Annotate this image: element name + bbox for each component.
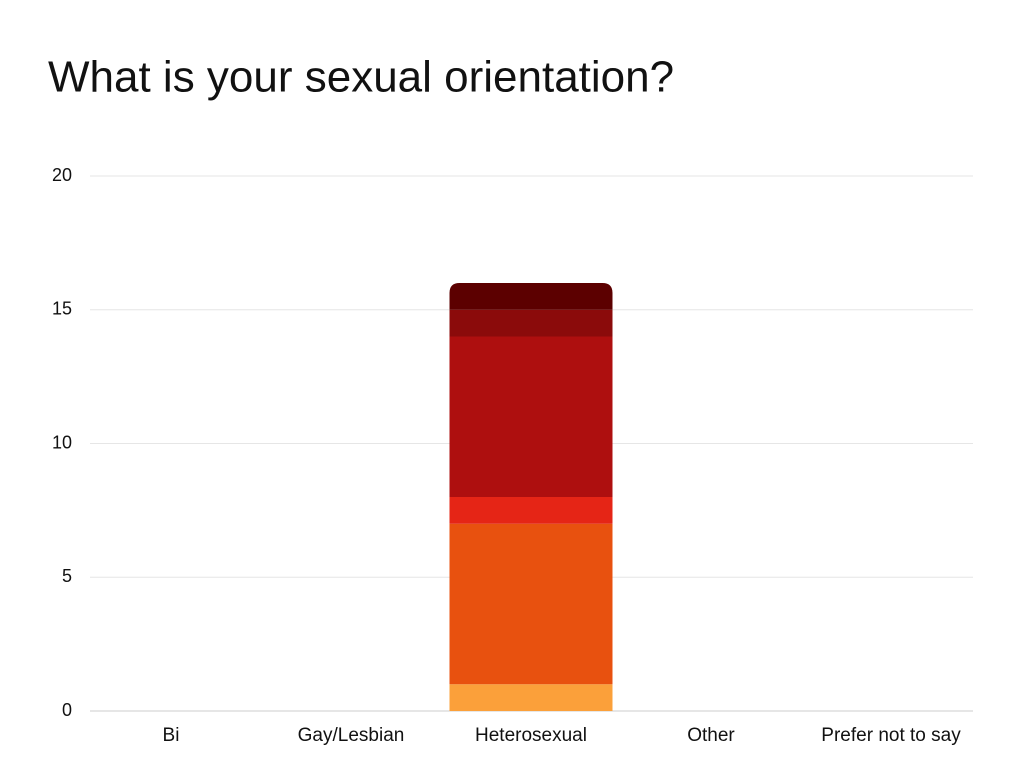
chart-title: What is your sexual orientation? <box>48 53 674 102</box>
bar-segment <box>449 309 613 337</box>
y-tick-label: 5 <box>62 566 72 586</box>
y-tick-label: 0 <box>62 700 72 720</box>
bar-segment <box>449 497 613 524</box>
bar-segment <box>449 336 613 497</box>
x-tick-label: Other <box>687 725 735 746</box>
x-tick-label: Prefer not to say <box>821 725 961 746</box>
x-tick-label: Gay/Lesbian <box>298 725 405 746</box>
bar-segment <box>449 283 613 310</box>
y-tick-label: 15 <box>52 299 72 319</box>
x-tick-label: Bi <box>163 725 180 746</box>
x-tick-label: Heterosexual <box>475 725 587 746</box>
y-tick-label: 20 <box>52 165 72 185</box>
bar-segment <box>449 684 613 711</box>
y-tick-label: 10 <box>52 432 72 452</box>
bar-segment <box>449 523 613 685</box>
